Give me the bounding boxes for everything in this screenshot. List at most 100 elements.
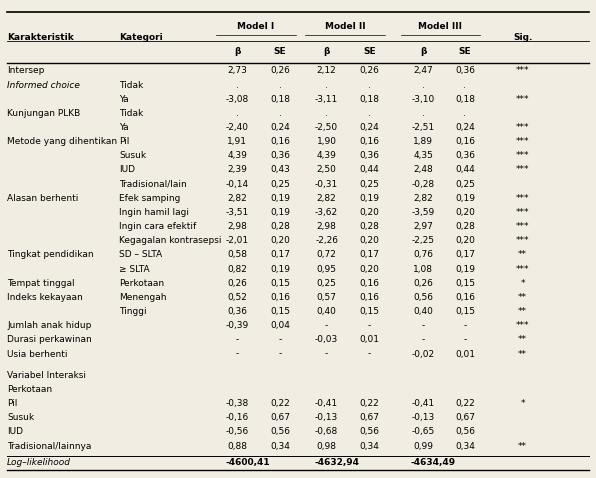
Text: 1,89: 1,89: [413, 137, 433, 146]
Text: 0,01: 0,01: [455, 349, 475, 358]
Text: Model III: Model III: [418, 22, 462, 31]
Text: -0,28: -0,28: [412, 180, 434, 189]
Text: ***: ***: [516, 95, 529, 104]
Text: -0,68: -0,68: [315, 427, 339, 436]
Text: Pil: Pil: [7, 399, 17, 408]
Text: ***: ***: [516, 194, 529, 203]
Text: 0,22: 0,22: [455, 399, 475, 408]
Text: 2,97: 2,97: [413, 222, 433, 231]
Text: ***: ***: [516, 236, 529, 245]
Text: 0,82: 0,82: [227, 265, 247, 273]
Text: Kategori: Kategori: [119, 33, 163, 42]
Text: 0,17: 0,17: [270, 250, 290, 260]
Text: -: -: [278, 349, 282, 358]
Text: **: **: [518, 442, 527, 451]
Text: Ingin hamil lagi: Ingin hamil lagi: [119, 208, 189, 217]
Text: Susuk: Susuk: [7, 413, 35, 422]
Text: ***: ***: [516, 66, 529, 76]
Text: Sig.: Sig.: [513, 33, 532, 42]
Text: 2,82: 2,82: [413, 194, 433, 203]
Text: -: -: [368, 321, 371, 330]
Text: Tidak: Tidak: [119, 80, 144, 89]
Text: IUD: IUD: [119, 165, 135, 174]
Text: .: .: [422, 109, 424, 118]
Text: -2,40: -2,40: [226, 123, 249, 132]
Text: 0,24: 0,24: [359, 123, 380, 132]
Text: 0,98: 0,98: [316, 442, 337, 451]
Text: 0,26: 0,26: [413, 279, 433, 288]
Text: Log–likelihood: Log–likelihood: [7, 458, 71, 467]
Text: 0,95: 0,95: [316, 265, 337, 273]
Text: Ya: Ya: [119, 95, 129, 104]
Text: 0,01: 0,01: [359, 336, 380, 344]
Text: 0,17: 0,17: [455, 250, 475, 260]
Text: 4,39: 4,39: [316, 152, 337, 160]
Text: 0,20: 0,20: [359, 265, 380, 273]
Text: 0,56: 0,56: [413, 293, 433, 302]
Text: Tinggi: Tinggi: [119, 307, 147, 316]
Text: -: -: [235, 349, 239, 358]
Text: 2,98: 2,98: [316, 222, 337, 231]
Text: 0,26: 0,26: [227, 279, 247, 288]
Text: .: .: [368, 80, 371, 89]
Text: 0,43: 0,43: [270, 165, 290, 174]
Text: 0,20: 0,20: [270, 236, 290, 245]
Text: 0,36: 0,36: [455, 152, 475, 160]
Text: ***: ***: [516, 208, 529, 217]
Text: 0,18: 0,18: [270, 95, 290, 104]
Text: Tradisional/lain: Tradisional/lain: [119, 180, 187, 189]
Text: 0,24: 0,24: [270, 123, 290, 132]
Text: Susuk: Susuk: [119, 152, 147, 160]
Text: Pil: Pil: [119, 137, 129, 146]
Text: 0,67: 0,67: [270, 413, 290, 422]
Text: SE: SE: [458, 47, 471, 56]
Text: Intersep: Intersep: [7, 66, 45, 76]
Text: 0,25: 0,25: [455, 180, 475, 189]
Text: 0,25: 0,25: [359, 180, 380, 189]
Text: 1,91: 1,91: [227, 137, 247, 146]
Text: -: -: [463, 321, 467, 330]
Text: -: -: [421, 336, 425, 344]
Text: 0,16: 0,16: [270, 293, 290, 302]
Text: -0,41: -0,41: [315, 399, 338, 408]
Text: 0,20: 0,20: [455, 236, 475, 245]
Text: 0,44: 0,44: [455, 165, 475, 174]
Text: 2,73: 2,73: [227, 66, 247, 76]
Text: .: .: [236, 80, 238, 89]
Text: 2,12: 2,12: [316, 66, 337, 76]
Text: -2,50: -2,50: [315, 123, 338, 132]
Text: *: *: [520, 399, 525, 408]
Text: 0,26: 0,26: [270, 66, 290, 76]
Text: **: **: [518, 349, 527, 358]
Text: 1,08: 1,08: [413, 265, 433, 273]
Text: 0,25: 0,25: [270, 180, 290, 189]
Text: Tingkat pendidikan: Tingkat pendidikan: [7, 250, 94, 260]
Text: -: -: [421, 321, 425, 330]
Text: 2,98: 2,98: [227, 222, 247, 231]
Text: Tempat tinggal: Tempat tinggal: [7, 279, 74, 288]
Text: -3,59: -3,59: [411, 208, 435, 217]
Text: .: .: [422, 80, 424, 89]
Text: 0,20: 0,20: [359, 208, 380, 217]
Text: 0,17: 0,17: [359, 250, 380, 260]
Text: 0,99: 0,99: [413, 442, 433, 451]
Text: 1,90: 1,90: [316, 137, 337, 146]
Text: ***: ***: [516, 222, 529, 231]
Text: Indeks kekayaan: Indeks kekayaan: [7, 293, 83, 302]
Text: 0,19: 0,19: [270, 194, 290, 203]
Text: 0,18: 0,18: [359, 95, 380, 104]
Text: -4600,41: -4600,41: [226, 458, 270, 467]
Text: 0,04: 0,04: [270, 321, 290, 330]
Text: SD – SLTA: SD – SLTA: [119, 250, 162, 260]
Text: 2,47: 2,47: [413, 66, 433, 76]
Text: β: β: [234, 47, 240, 56]
Text: -4634,49: -4634,49: [411, 458, 456, 467]
Text: β: β: [420, 47, 426, 56]
Text: 0,22: 0,22: [359, 399, 380, 408]
Text: 0,72: 0,72: [316, 250, 337, 260]
Text: Jumlah anak hidup: Jumlah anak hidup: [7, 321, 92, 330]
Text: -0,14: -0,14: [226, 180, 249, 189]
Text: Menengah: Menengah: [119, 293, 167, 302]
Text: -: -: [368, 349, 371, 358]
Text: -0,02: -0,02: [412, 349, 434, 358]
